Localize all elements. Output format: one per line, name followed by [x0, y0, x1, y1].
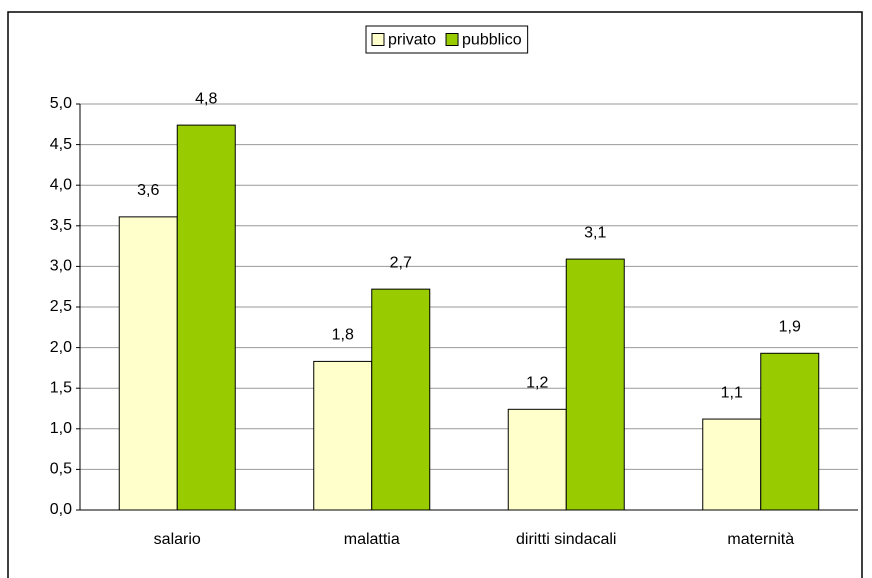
y-tick-label: 0,5 [50, 461, 72, 478]
y-tick-label: 3,0 [50, 258, 72, 275]
y-tick-label: 3,5 [50, 217, 72, 234]
value-label: 3,1 [584, 224, 606, 241]
value-label: 4,8 [195, 90, 217, 107]
value-label: 1,8 [332, 327, 354, 344]
value-label: 3,6 [137, 182, 159, 199]
y-tick-label: 2,0 [50, 339, 72, 356]
x-tick-label: malattia [344, 531, 400, 548]
value-label: 1,2 [526, 375, 548, 392]
y-tick-label: 4,5 [50, 136, 72, 153]
y-tick-label: 0,0 [50, 501, 72, 518]
x-tick-label: salario [154, 531, 201, 548]
value-label: 1,1 [721, 384, 743, 401]
legend-swatch [371, 33, 385, 46]
x-tick-label: diritti sindacali [516, 531, 616, 548]
value-label: 2,7 [390, 254, 412, 271]
value-label: 1,9 [779, 319, 801, 336]
y-tick-label: 2,5 [50, 298, 72, 315]
y-tick-label: 5,0 [50, 95, 72, 112]
y-tick-label: 1,0 [50, 420, 72, 437]
legend-label: pubblico [462, 32, 522, 49]
bar [313, 360, 373, 511]
x-tick-label: maternità [727, 531, 794, 548]
legend-label: privato [388, 32, 436, 49]
y-tick-label: 4,0 [50, 176, 72, 193]
bar [702, 418, 762, 511]
bar [760, 352, 820, 511]
bar [118, 216, 178, 511]
bar [565, 258, 625, 511]
y-tick-label: 1,5 [50, 379, 72, 396]
legend-swatch [445, 33, 459, 46]
bar [176, 124, 236, 511]
bar [371, 288, 431, 511]
bar [507, 408, 567, 511]
